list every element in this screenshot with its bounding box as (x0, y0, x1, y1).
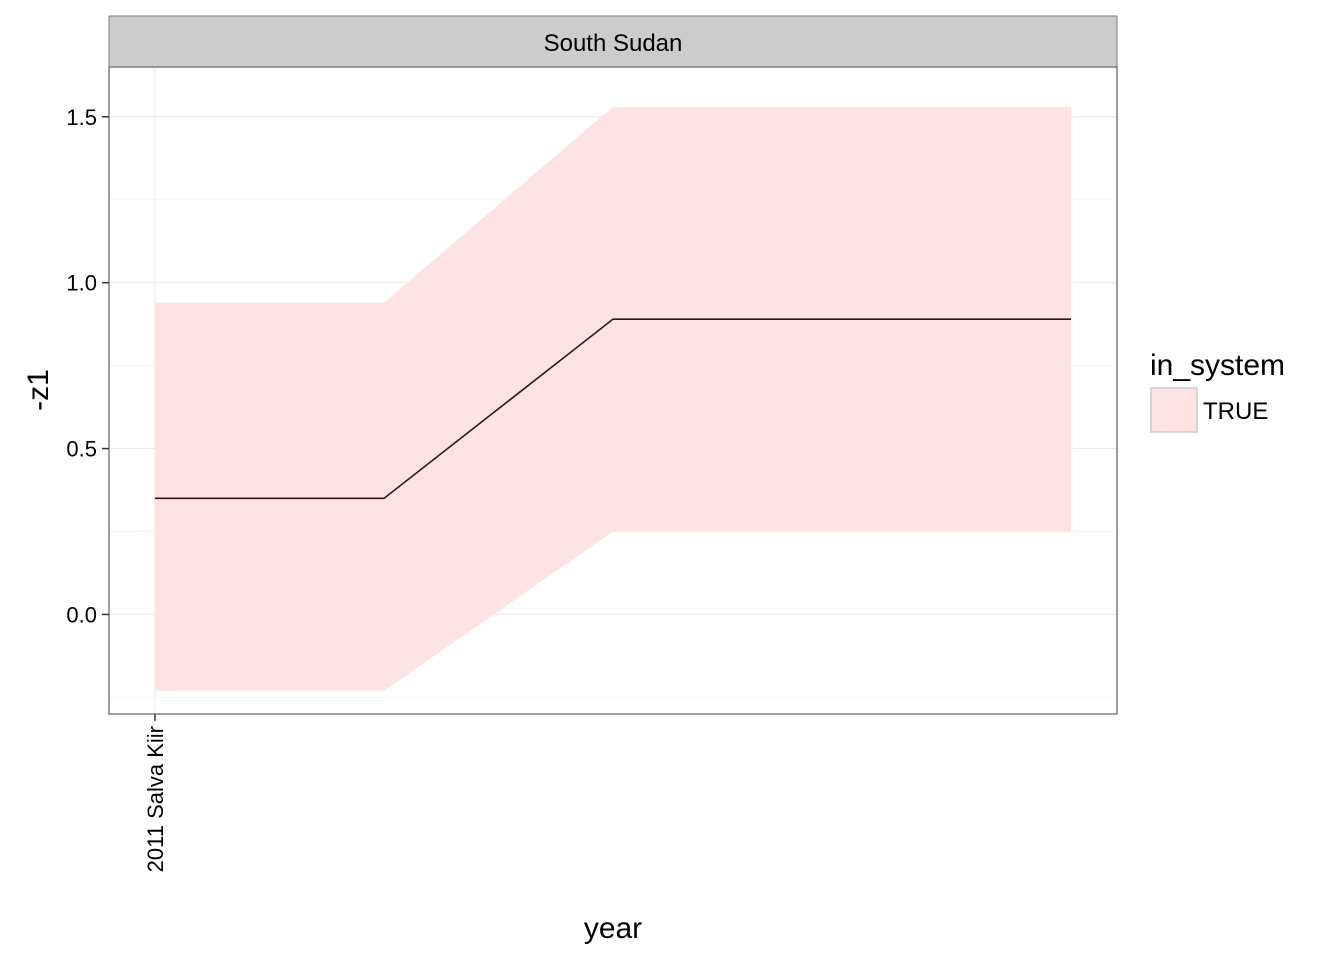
x-axis-title: year (584, 912, 642, 945)
y-tick-label: 1.0 (66, 271, 97, 296)
legend: in_system TRUE (1150, 349, 1285, 433)
data-layer (155, 106, 1071, 691)
legend-title: in_system (1150, 349, 1285, 382)
confidence-ribbon (155, 106, 1071, 691)
facet-label: South Sudan (544, 30, 683, 57)
series-line (155, 318, 1071, 500)
y-tick-label: 0.0 (66, 602, 97, 627)
legend-key-true (1150, 387, 1198, 433)
legend-label-true: TRUE (1203, 398, 1268, 425)
y-tick-label: 0.5 (66, 437, 97, 462)
panel-border (108, 66, 1118, 715)
x-tick-label: 2011 Salva Kiir (143, 726, 168, 872)
facet-strip (108, 15, 1118, 68)
axes: 0.0 0.5 1.0 1.5 2011 Salva Kiir (66, 105, 168, 873)
y-axis-title: -z1 (22, 369, 55, 411)
y-tick-label: 1.5 (66, 105, 97, 130)
